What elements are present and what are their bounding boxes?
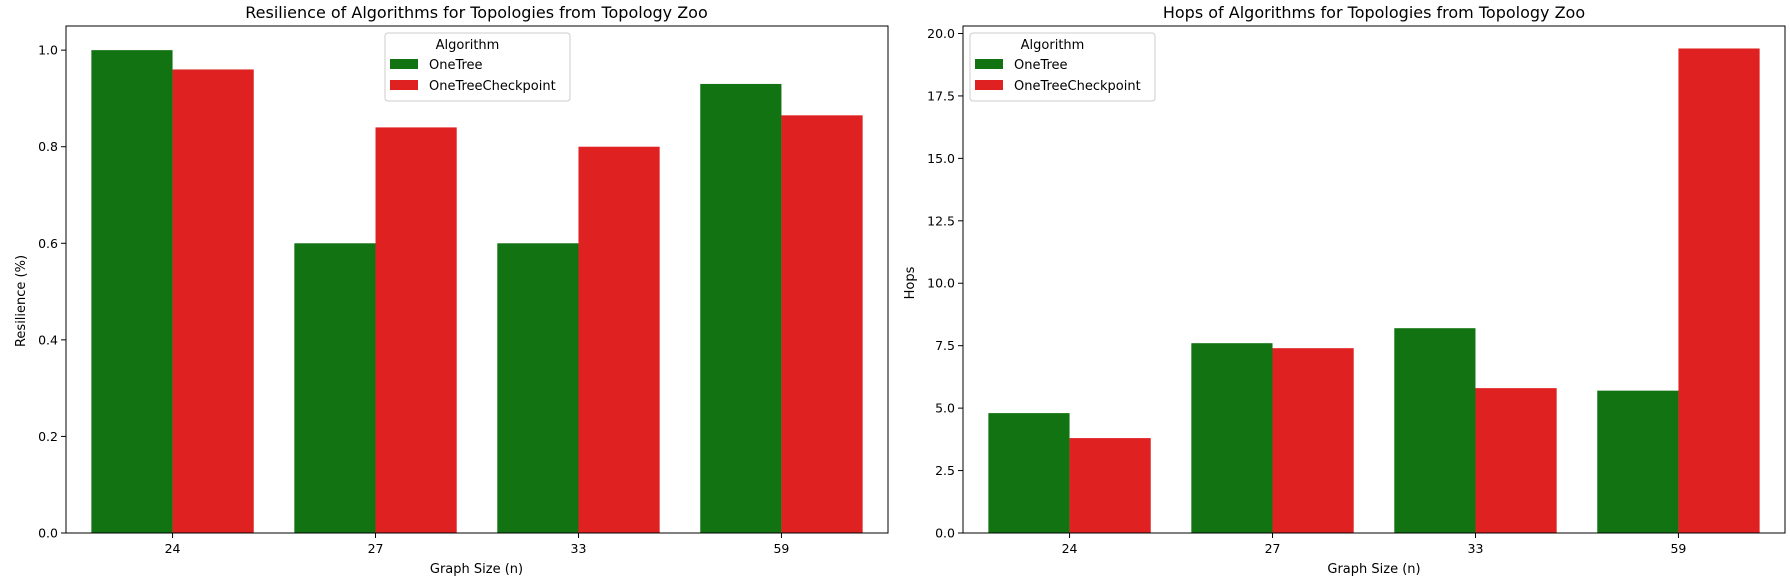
legend-title: Algorithm — [1021, 38, 1085, 53]
x-tick-label: 33 — [1468, 541, 1484, 556]
x-axis-label: Graph Size (n) — [430, 562, 523, 577]
y-tick-label: 0.0 — [38, 526, 58, 541]
bar-onetreecheckpoint — [375, 127, 457, 534]
y-tick-label: 0.0 — [935, 526, 955, 541]
bar-onetree — [700, 83, 782, 533]
y-axis: 0.0 0.2 0.4 0.6 0.8 1.0 — [38, 43, 66, 541]
bar-onetreecheckpoint — [1678, 48, 1760, 533]
legend: Algorithm OneTree OneTreeCheckpoint — [969, 32, 1156, 102]
bar-onetreecheckpoint — [781, 115, 863, 533]
legend-swatch — [390, 59, 418, 69]
y-tick-label: 12.5 — [927, 213, 955, 228]
x-tick-label: 33 — [571, 541, 587, 556]
resilience-chart: Resilience of Algorithms for Topologies … — [14, 3, 889, 577]
bar-onetree — [988, 413, 1070, 533]
bar-onetreecheckpoint — [578, 146, 660, 533]
bar-onetree — [497, 243, 579, 534]
x-axis: 24 27 33 59 — [1062, 533, 1686, 556]
y-axis: 0.0 2.5 5.0 7.5 10.0 12.5 15.0 17.5 20.0 — [927, 26, 963, 541]
y-tick-label: 20.0 — [927, 26, 955, 41]
y-axis-label: Hops — [903, 266, 918, 299]
bar-onetree — [294, 243, 376, 534]
bar-onetreecheckpoint — [1475, 388, 1557, 533]
legend-swatch — [390, 80, 418, 90]
y-tick-label: 1.0 — [38, 43, 58, 58]
y-tick-label: 15.0 — [927, 151, 955, 166]
plot-frame — [962, 25, 1786, 534]
x-tick-label: 59 — [1670, 541, 1686, 556]
bars — [988, 48, 1760, 533]
y-tick-label: 0.6 — [38, 236, 58, 251]
chart-title: Hops of Algorithms for Topologies from T… — [1163, 3, 1585, 22]
x-tick-label: 27 — [1265, 541, 1281, 556]
legend-entry: OneTreeCheckpoint — [1014, 79, 1141, 94]
plot-frame — [65, 25, 889, 534]
x-axis: 24 27 33 59 — [165, 533, 789, 556]
bar-onetree — [1597, 390, 1679, 533]
legend-entry: OneTree — [429, 58, 483, 73]
y-tick-label: 2.5 — [935, 463, 955, 478]
bar-onetreecheckpoint — [1272, 348, 1354, 533]
y-tick-label: 0.2 — [38, 429, 58, 444]
legend-entry: OneTree — [1014, 58, 1068, 73]
y-tick-label: 10.0 — [927, 276, 955, 291]
x-tick-label: 27 — [368, 541, 384, 556]
y-tick-label: 0.4 — [38, 332, 58, 347]
bar-onetree — [91, 50, 173, 534]
legend-swatch — [975, 59, 1003, 69]
chart-title: Resilience of Algorithms for Topologies … — [245, 3, 707, 22]
legend-swatch — [975, 80, 1003, 90]
y-tick-label: 0.8 — [38, 139, 58, 154]
legend-entry: OneTreeCheckpoint — [429, 79, 556, 94]
y-axis-label: Resilience (%) — [14, 255, 29, 347]
bar-onetreecheckpoint — [172, 69, 254, 533]
hops-chart: Hops of Algorithms for Topologies from T… — [903, 3, 1786, 577]
y-tick-label: 17.5 — [927, 88, 955, 103]
x-axis-label: Graph Size (n) — [1327, 562, 1420, 577]
bar-onetree — [1394, 328, 1476, 533]
x-tick-label: 59 — [773, 541, 789, 556]
legend-title: Algorithm — [436, 38, 500, 53]
legend-box — [384, 32, 571, 102]
x-tick-label: 24 — [165, 541, 181, 556]
y-tick-label: 5.0 — [935, 401, 955, 416]
bars — [91, 50, 863, 534]
bar-onetree — [1191, 343, 1273, 533]
y-tick-label: 7.5 — [935, 338, 955, 353]
legend: Algorithm OneTree OneTreeCheckpoint — [384, 32, 571, 102]
bar-onetreecheckpoint — [1069, 438, 1151, 533]
x-tick-label: 24 — [1062, 541, 1078, 556]
legend-box — [969, 32, 1156, 102]
